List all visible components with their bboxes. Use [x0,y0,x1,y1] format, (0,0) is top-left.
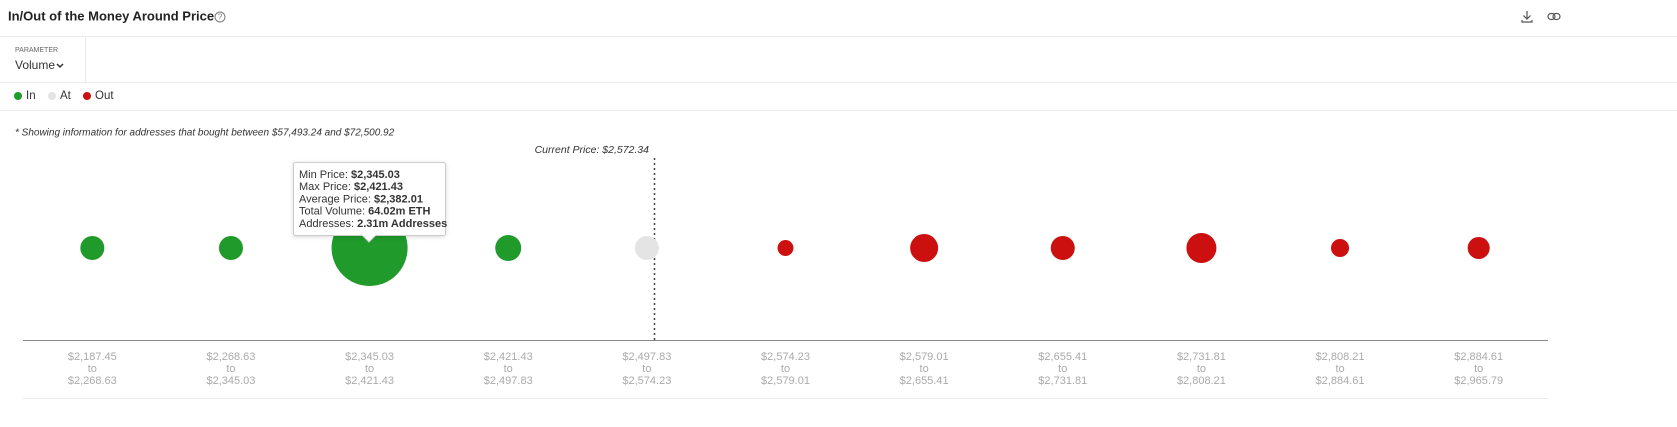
bubble[interactable] [80,235,105,261]
tooltip-label: Max Price: [299,181,351,193]
range-word: to [642,363,651,375]
range-word: to [365,363,374,375]
tooltip-label: Addresses: [299,218,354,230]
range-from: $2,187.45 [68,351,117,363]
bubble[interactable] [218,235,243,261]
tooltip-label: Min Price: [299,169,348,181]
range-from: $2,574.23 [761,351,810,363]
parameter-value[interactable]: Volume [15,58,55,72]
range-to: $2,497.83 [484,375,533,387]
bubble[interactable] [1186,232,1217,264]
range-to: $2,421.43 [345,375,394,387]
legend-label: Out [95,90,114,102]
note: * Showing information for addresses that… [15,128,395,139]
tooltip-value: 2.31m Addresses [357,218,447,230]
parameter-label: PARAMETER [15,47,58,54]
range-word: to [1474,363,1483,375]
tooltip-label: Average Price: [299,193,371,205]
range-to: $2,579.01 [761,375,810,387]
legend-label: At [60,90,72,102]
range-word: to [781,363,790,375]
range-from: $2,268.63 [206,351,255,363]
range-from: $2,884.61 [1454,351,1503,363]
range-to: $2,268.63 [68,375,117,387]
bubble[interactable] [495,234,522,262]
bubble[interactable] [1467,236,1490,260]
help-icon[interactable]: ? [214,11,226,23]
range-word: to [1197,363,1206,375]
tooltip-row: Min Price: $2,345.03 [299,169,400,181]
range-to: $2,731.81 [1038,375,1087,387]
range-word: to [1058,363,1067,375]
range-from: $2,421.43 [484,351,533,363]
range-from: $2,655.41 [1038,351,1087,363]
range-word: to [226,363,235,375]
bubble[interactable] [910,233,939,263]
range-word: to [504,363,513,375]
range-word: to [88,363,97,375]
tooltip-row: Average Price: $2,382.01 [299,193,423,205]
tooltip-value: $2,345.03 [351,169,400,181]
tooltip-row: Total Volume: 64.02m ETH [299,206,431,218]
bubble[interactable] [1331,238,1350,258]
bubble[interactable] [777,240,794,256]
tooltip-label: Total Volume: [299,206,365,218]
range-to: $2,574.23 [622,375,671,387]
range-from: $2,579.01 [900,351,949,363]
range-from: $2,808.21 [1316,351,1365,363]
current-price-annotation: Current Price: $2,572.34 [535,144,650,156]
range-to: $2,345.03 [206,375,255,387]
range-from: $2,731.81 [1177,351,1226,363]
download-icon[interactable] [1521,11,1533,23]
tooltip-value: $2,382.01 [374,193,423,205]
bubble[interactable] [634,235,659,261]
range-word: to [1335,363,1344,375]
svg-text:?: ? [218,13,223,22]
range-to: $2,655.41 [900,375,949,387]
parameter-select[interactable]: Volume [15,58,64,72]
widget-title: In/Out of the Money Around Price [8,8,214,23]
link-icon[interactable] [1547,12,1561,21]
legend-marker [14,92,22,100]
tooltip-value: 64.02m ETH [368,206,430,218]
bubble[interactable] [1050,235,1075,261]
legend-marker [48,92,56,100]
tooltip-value: $2,421.43 [354,181,403,193]
range-to: $2,884.61 [1316,375,1365,387]
tooltip-row: Max Price: $2,421.43 [299,181,403,193]
tooltip-row: Addresses: 2.31m Addresses [299,218,447,230]
range-to: $2,965.79 [1454,375,1503,387]
legend-label: In [26,90,36,102]
range-from: $2,345.03 [345,351,394,363]
range-to: $2,808.21 [1177,375,1226,387]
range-from: $2,497.83 [622,351,671,363]
range-word: to [920,363,929,375]
legend-marker [83,92,91,100]
